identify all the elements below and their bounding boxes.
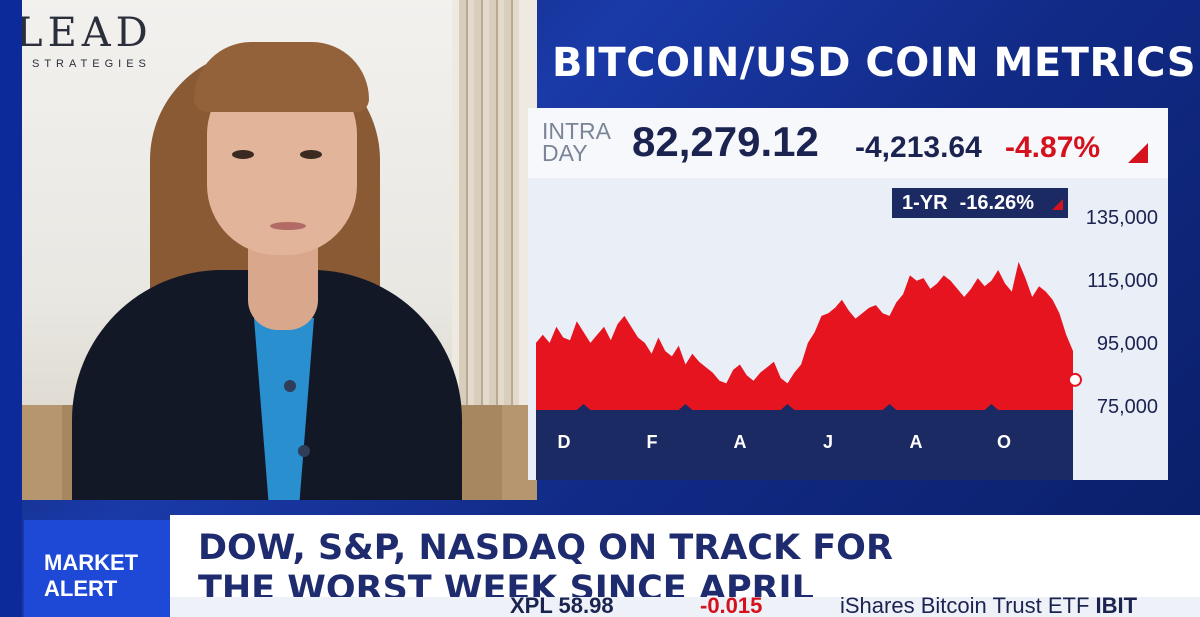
intraday-label-line1: INTRA <box>542 118 611 144</box>
wood-slat-panel <box>459 0 519 410</box>
x-tick-label: J <box>823 432 833 452</box>
intraday-label-line2: DAY <box>542 140 588 166</box>
guest-mouth <box>270 222 306 230</box>
y-tick-label: 115,000 <box>1087 270 1158 292</box>
y-tick-label: 75,000 <box>1097 396 1158 418</box>
intraday-label: INTRA DAY <box>542 118 611 166</box>
x-tick-label: D <box>558 432 571 452</box>
down-arrow-icon <box>1052 199 1063 210</box>
guest-eye-left <box>232 150 254 159</box>
headline-line1: DOW, S&P, NASDAQ ON TRACK FOR <box>198 528 893 568</box>
jacket-button <box>298 445 310 457</box>
etf-symbol: IBIT <box>1095 597 1138 617</box>
market-alert-box: MARKET ALERT <box>24 520 170 617</box>
y-tick-label: 95,000 <box>1097 333 1158 355</box>
y-tick-label: 135,000 <box>1086 207 1158 229</box>
chart-title: BITCOIN/USD COIN METRICS <box>552 40 1197 86</box>
guest-hair-top <box>194 42 369 112</box>
logo-main-text: LEAD <box>22 10 153 56</box>
down-arrow-icon <box>1128 143 1148 163</box>
logo-sub-text: STRATEGIES <box>32 58 151 70</box>
ticker-change: -0.015 <box>700 597 763 617</box>
one-year-label: 1-YR <box>902 192 948 214</box>
x-tick-label: O <box>997 432 1011 452</box>
left-accent-strip <box>0 0 22 617</box>
alert-line1: MARKET <box>44 550 139 575</box>
alert-line2: ALERT <box>44 576 118 601</box>
stock-ticker-crawl: XPL 58.98 -0.015 iShares Bitcoin Trust E… <box>170 597 1200 617</box>
price-bar <box>528 108 1168 178</box>
one-year-change-badge: 1-YR -16.26% <box>892 188 1068 218</box>
ticker-symbol-price: XPL 58.98 <box>510 597 614 617</box>
guest-eye-right <box>300 150 322 159</box>
etf-name: iShares Bitcoin Trust ETF <box>840 597 1090 617</box>
x-tick-label: A <box>910 432 923 452</box>
chart-base-band <box>536 404 1073 480</box>
jacket-button <box>284 380 296 392</box>
x-tick-label: A <box>734 432 747 452</box>
ticker-etf: iShares Bitcoin Trust ETF IBIT <box>840 597 1137 617</box>
price-area <box>536 261 1073 416</box>
price-change: -4,213.64 <box>855 131 982 164</box>
price-area-chart: D F A J A O 135,000 115,000 95,000 75,000 <box>528 178 1168 480</box>
price-change-percent: -4.87% <box>1005 131 1101 164</box>
background-logo: LEAD STRATEGIES <box>22 10 153 70</box>
video-feed: LEAD STRATEGIES <box>22 0 537 500</box>
last-price-marker <box>1068 372 1082 387</box>
bitcoin-price: 82,279.12 <box>632 118 819 165</box>
one-year-percent: -16.26% <box>959 192 1035 214</box>
x-tick-label: F <box>647 432 658 452</box>
